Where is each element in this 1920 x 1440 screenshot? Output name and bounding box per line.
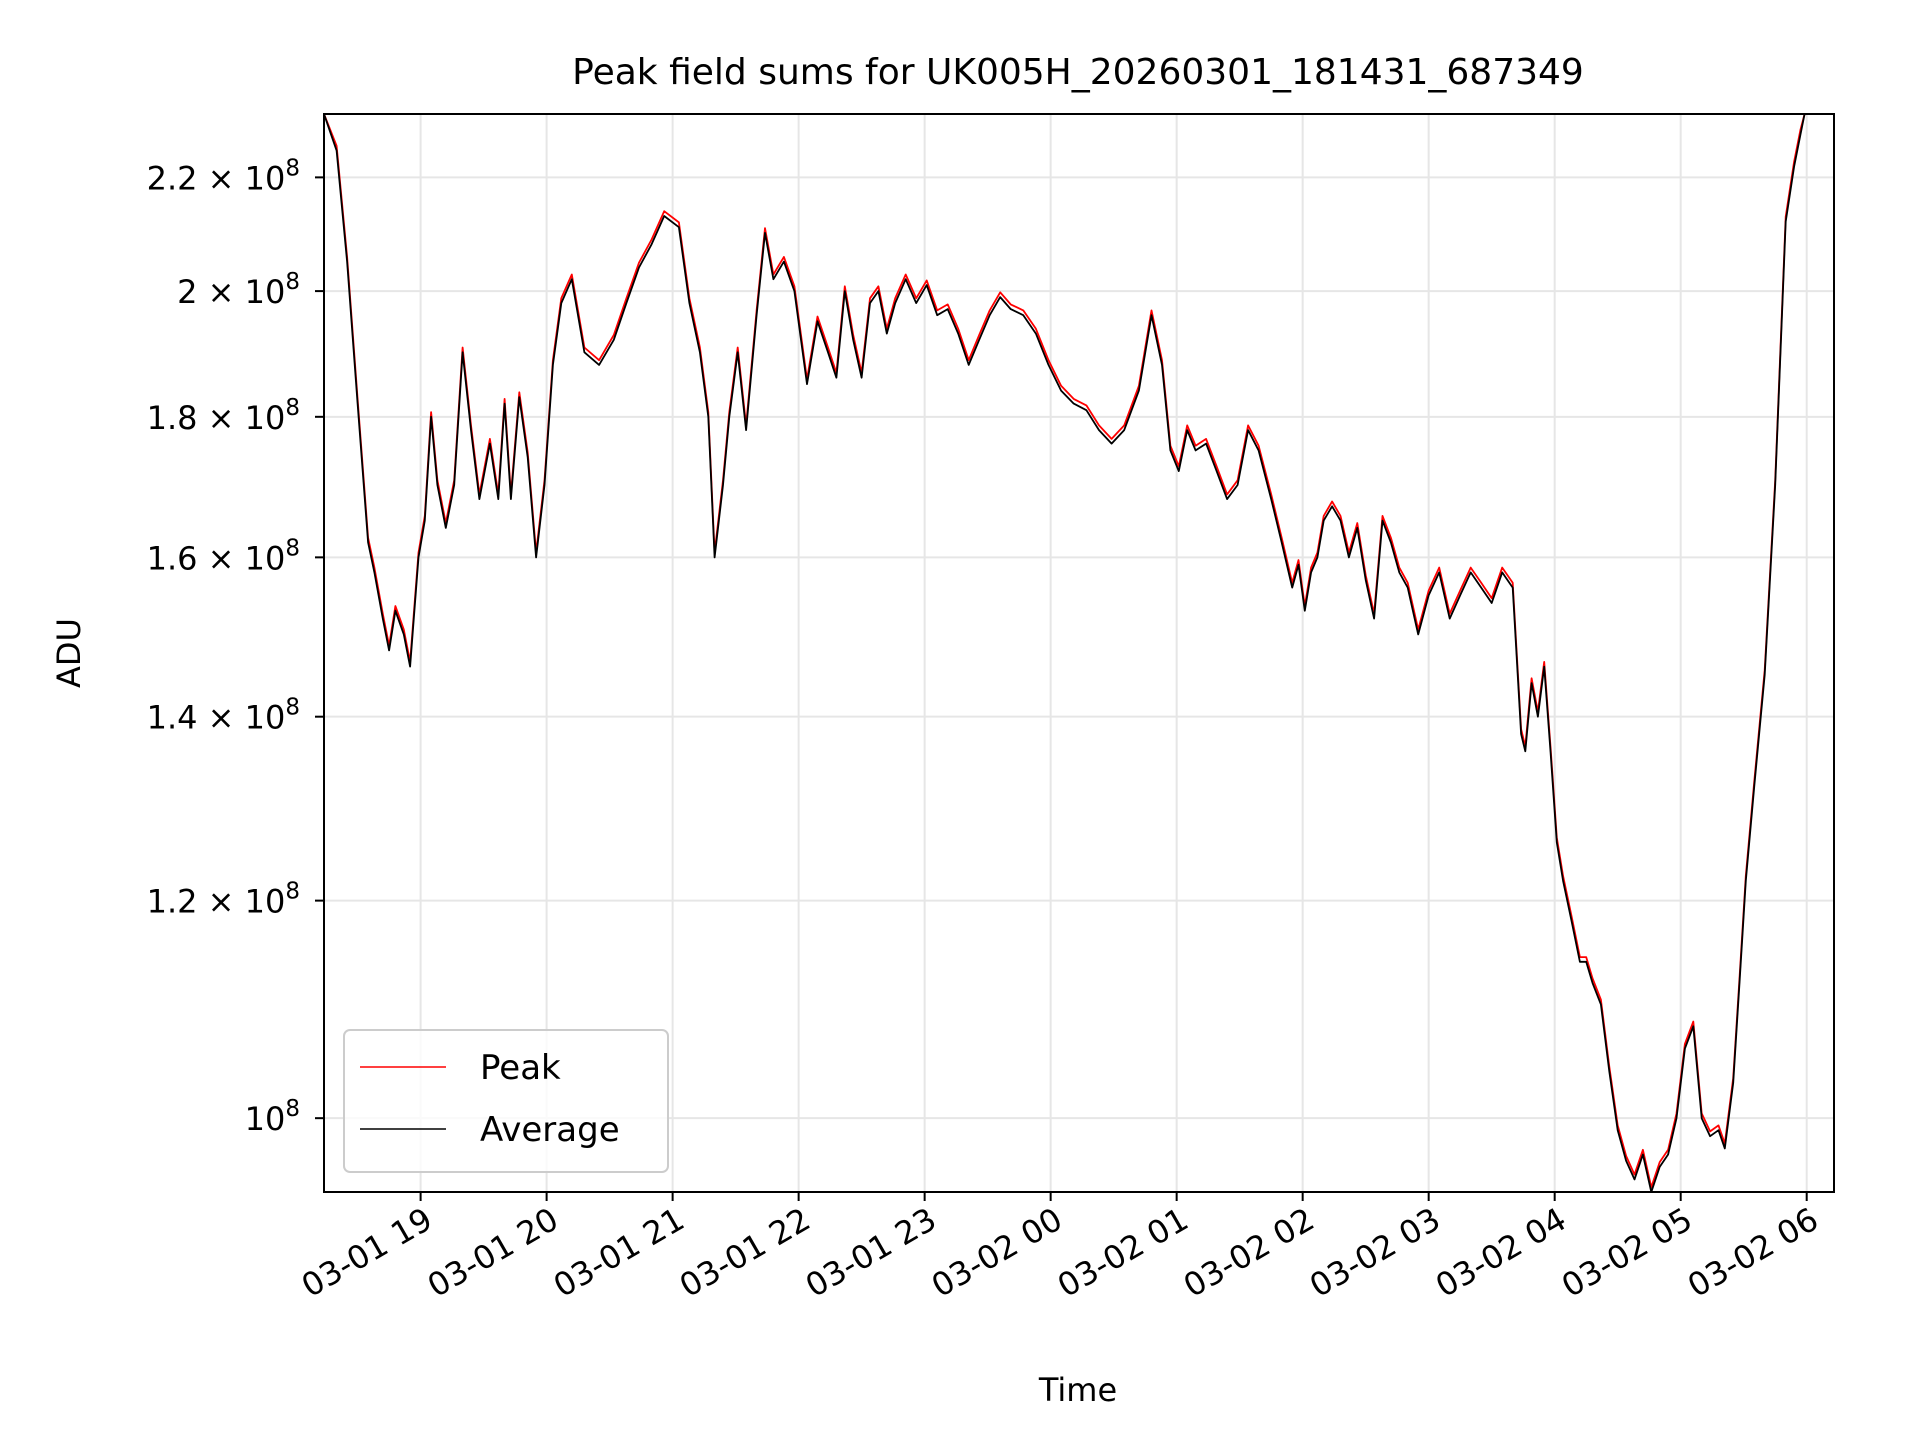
y-axis-ticks: 108 1.2 × 108 1.4 × 108 1.6 × 108 1.8 × 108 2… <box>147 155 324 1138</box>
legend-box <box>343 1029 669 1173</box>
legend: Peak Average <box>343 1029 669 1173</box>
plot-frame <box>323 113 1835 1193</box>
gridlines <box>324 114 1834 1192</box>
y-tick-label: 1.4 × 108 <box>147 695 300 737</box>
series-line-average <box>324 114 1806 1192</box>
y-axis-label: ADU <box>50 618 88 688</box>
y-tick-label: 1.6 × 108 <box>147 535 300 577</box>
chart-title: Peak field sums for UK005H_20260301_1814… <box>572 52 1584 93</box>
legend-label-peak: Peak <box>480 1048 561 1088</box>
x-axis-label: Time <box>1038 1371 1117 1409</box>
y-tick-label: 1.2 × 108 <box>147 879 300 921</box>
y-tick-label: 1.8 × 108 <box>147 395 300 437</box>
series-lines <box>324 114 1806 1192</box>
legend-label-average: Average <box>480 1110 620 1150</box>
y-tick-label: 108 <box>245 1096 300 1138</box>
y-tick-label: 2.2 × 108 <box>147 155 300 197</box>
y-tick-label: 2 × 108 <box>177 269 300 311</box>
